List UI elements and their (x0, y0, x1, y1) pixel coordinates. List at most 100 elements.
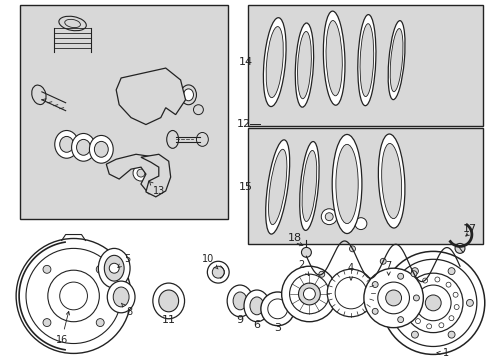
Ellipse shape (71, 134, 95, 161)
Circle shape (453, 305, 458, 310)
Circle shape (434, 277, 439, 282)
Circle shape (133, 165, 148, 181)
Ellipse shape (59, 16, 86, 31)
Text: 14: 14 (239, 57, 252, 67)
Circle shape (410, 271, 416, 277)
Circle shape (397, 317, 403, 323)
Ellipse shape (159, 290, 178, 312)
Circle shape (445, 282, 450, 287)
Circle shape (326, 269, 374, 317)
Circle shape (363, 268, 423, 328)
Ellipse shape (295, 23, 313, 107)
Circle shape (392, 300, 399, 306)
Ellipse shape (378, 134, 404, 228)
Ellipse shape (244, 290, 269, 322)
Ellipse shape (302, 150, 316, 221)
Circle shape (212, 266, 224, 278)
Ellipse shape (89, 135, 113, 163)
Circle shape (454, 243, 464, 253)
Ellipse shape (104, 255, 124, 281)
Ellipse shape (249, 297, 264, 315)
Circle shape (466, 300, 472, 306)
Text: 5: 5 (118, 254, 130, 267)
Circle shape (301, 247, 311, 257)
Circle shape (349, 246, 355, 252)
Text: 15: 15 (239, 182, 252, 192)
Circle shape (385, 290, 401, 306)
Ellipse shape (359, 24, 373, 96)
Text: 18: 18 (287, 234, 301, 243)
Ellipse shape (325, 21, 342, 96)
Ellipse shape (357, 15, 375, 106)
Ellipse shape (180, 85, 196, 105)
Ellipse shape (94, 141, 108, 157)
Circle shape (448, 316, 453, 321)
Circle shape (415, 319, 420, 324)
Polygon shape (106, 154, 163, 194)
Circle shape (43, 319, 51, 327)
Circle shape (380, 258, 386, 264)
Polygon shape (116, 68, 185, 125)
Ellipse shape (335, 144, 358, 224)
Ellipse shape (323, 11, 344, 105)
Ellipse shape (196, 132, 208, 147)
Ellipse shape (166, 130, 178, 148)
Text: 17: 17 (462, 224, 476, 234)
Circle shape (298, 283, 320, 305)
Circle shape (407, 296, 411, 301)
Bar (247, 127, 482, 244)
Ellipse shape (265, 27, 283, 98)
Ellipse shape (265, 140, 289, 234)
Text: 9: 9 (236, 315, 243, 325)
Text: 12: 12 (237, 118, 250, 129)
Text: 11: 11 (162, 315, 175, 325)
Ellipse shape (77, 139, 90, 155)
Circle shape (137, 169, 144, 177)
Ellipse shape (233, 292, 246, 310)
Text: 1: 1 (436, 348, 448, 359)
Text: 10: 10 (202, 254, 218, 269)
Circle shape (16, 238, 131, 354)
Circle shape (207, 261, 229, 283)
Circle shape (426, 324, 431, 329)
Text: 4: 4 (347, 263, 353, 280)
Ellipse shape (381, 143, 401, 219)
Ellipse shape (107, 281, 135, 313)
Ellipse shape (60, 136, 73, 152)
Text: 13: 13 (149, 181, 164, 196)
Ellipse shape (268, 149, 286, 225)
Circle shape (303, 288, 315, 300)
Ellipse shape (227, 285, 252, 317)
Circle shape (425, 295, 440, 311)
Text: 7: 7 (385, 261, 391, 275)
Circle shape (447, 331, 454, 338)
Circle shape (397, 273, 403, 279)
Ellipse shape (299, 141, 319, 230)
Ellipse shape (153, 283, 184, 319)
Circle shape (281, 266, 336, 322)
Ellipse shape (55, 130, 79, 158)
Ellipse shape (263, 18, 285, 107)
Ellipse shape (331, 134, 361, 234)
Polygon shape (141, 154, 170, 197)
Bar (20, 5, 228, 219)
Circle shape (381, 251, 484, 354)
Circle shape (447, 268, 454, 275)
Circle shape (354, 218, 366, 230)
Text: 16: 16 (56, 311, 69, 345)
Circle shape (96, 265, 104, 273)
Circle shape (43, 265, 51, 273)
Circle shape (368, 297, 376, 305)
Ellipse shape (113, 287, 129, 307)
Circle shape (412, 285, 417, 290)
Ellipse shape (183, 89, 193, 101)
Circle shape (412, 295, 419, 301)
Text: 3: 3 (274, 323, 281, 333)
Circle shape (452, 292, 457, 297)
Circle shape (321, 209, 336, 225)
Circle shape (96, 319, 104, 327)
Circle shape (438, 323, 443, 328)
Ellipse shape (32, 85, 46, 104)
Ellipse shape (297, 31, 311, 99)
Text: 8: 8 (121, 303, 132, 317)
